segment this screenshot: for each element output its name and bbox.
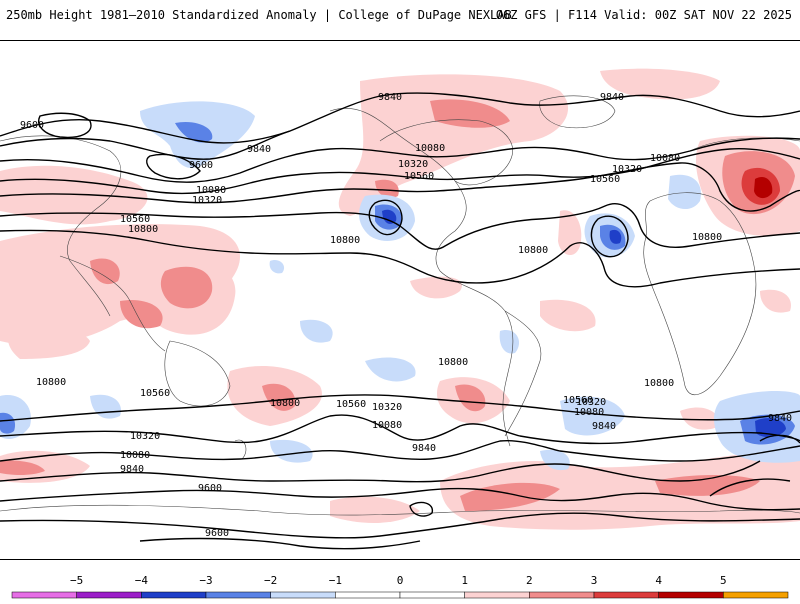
colorbar-tick-label: 1 [461, 574, 468, 587]
contour-label-10560: 10560 [404, 171, 434, 182]
contour-label-10080: 10080 [650, 153, 680, 164]
contour-label-10080: 10080 [415, 143, 445, 154]
colorbar-tick-label: −5 [70, 574, 83, 587]
contour-label-10080: 10080 [574, 407, 604, 418]
colorbar-tick-label: 0 [397, 574, 404, 587]
contour-label-9840: 9840 [768, 413, 792, 424]
colorbar-swatch [141, 591, 207, 599]
contour-label-10560: 10560 [120, 214, 150, 225]
contour-label-10560-east: 10560 [563, 395, 593, 406]
colorbar-swatch [529, 591, 595, 599]
contour-label-9840: 9840 [600, 92, 624, 103]
negative-anomaly-peaks [382, 209, 786, 438]
continent-outlines [0, 95, 800, 516]
contour-label-10560: 10560 [336, 399, 366, 410]
colorbar-tick-label: −4 [135, 574, 149, 587]
contour-label-10560: 10560 [140, 388, 170, 399]
colorbar-swatch [658, 591, 724, 599]
contour-label-9840: 9840 [247, 144, 271, 155]
colorbar-swatch [11, 591, 77, 599]
contour-label-10800: 10800 [644, 378, 674, 389]
contour-label-10800: 10800 [438, 357, 468, 368]
contour-label-9600: 9600 [20, 120, 44, 131]
contour-label-10800: 10800 [518, 245, 548, 256]
contour-label-9840: 9840 [378, 92, 402, 103]
contour-label-9600: 9600 [205, 528, 229, 539]
contour-label-10320: 10320 [398, 159, 428, 170]
contour-label-10320: 10320 [576, 397, 606, 408]
contour-label-10080: 10080 [372, 420, 402, 431]
model-run-info: 06Z GFS | F114 Valid: 00Z SAT NOV 22 202… [495, 8, 792, 22]
contour-label-10800: 10800 [270, 398, 300, 409]
contour-label-9840: 9840 [592, 421, 616, 432]
contour-label-10080-west: 10080 [120, 450, 150, 461]
contour-label-10800: 10800 [692, 232, 722, 243]
colorbar-swatch [335, 591, 401, 599]
contour-label-10560: 10560 [590, 174, 620, 185]
anomaly-map-canvas: 9840 9840 9600 9840 9600 10080 10080 103… [0, 68, 800, 550]
colorbar-swatch [270, 591, 336, 599]
colorbar-tick-label: −2 [264, 574, 277, 587]
contour-label-9600: 9600 [198, 483, 222, 494]
colorbar-tick-labels: −5 −4 −3 −2 −1 0 1 2 3 4 5 [70, 574, 727, 587]
contour-label-9840-west: 9840 [120, 464, 144, 475]
contour-label-9600: 9600 [189, 160, 213, 171]
map-header: 250mb Height 1981–2010 Standardized Anom… [0, 0, 800, 40]
contour-label-10320: 10320 [612, 164, 642, 175]
positive-anomaly-extreme [754, 176, 773, 199]
colorbar-swatch [76, 591, 142, 599]
contour-labels: 9840 9840 9600 9840 9600 10080 10080 103… [20, 92, 792, 539]
colorbar-tick-label: 5 [720, 574, 727, 587]
colorbar-tick-label: 2 [526, 574, 533, 587]
colorbar-swatch [205, 591, 271, 599]
contour-label-10800: 10800 [128, 224, 158, 235]
contour-label-10320-west: 10320 [130, 431, 160, 442]
colorbar-canvas: −5 −4 −3 −2 −1 0 1 2 3 4 5 [11, 574, 789, 599]
contour-label-9840: 9840 [412, 443, 436, 454]
colorbar-swatch [593, 591, 659, 599]
contour-label-10320: 10320 [192, 195, 222, 206]
contour-label-10080: 10080 [196, 185, 226, 196]
contour-label-10800: 10800 [330, 235, 360, 246]
anomaly-colorbar: −5 −4 −3 −2 −1 0 1 2 3 4 5 [0, 568, 800, 600]
colorbar-swatch [464, 591, 530, 599]
colorbar-swatch [723, 591, 789, 599]
colorbar-tick-label: −3 [199, 574, 212, 587]
colorbar-tick-label: 3 [591, 574, 598, 587]
anomaly-map: 9840 9840 9600 9840 9600 10080 10080 103… [0, 40, 800, 560]
height-contours [0, 92, 800, 550]
colorbar-swatches [11, 591, 789, 599]
colorbar-tick-label: −1 [329, 574, 342, 587]
map-title: 250mb Height 1981–2010 Standardized Anom… [6, 8, 512, 22]
contour-label-10800: 10800 [36, 377, 66, 388]
colorbar-swatch [399, 591, 465, 599]
contour-label-10320: 10320 [372, 402, 402, 413]
colorbar-tick-label: 4 [655, 574, 662, 587]
